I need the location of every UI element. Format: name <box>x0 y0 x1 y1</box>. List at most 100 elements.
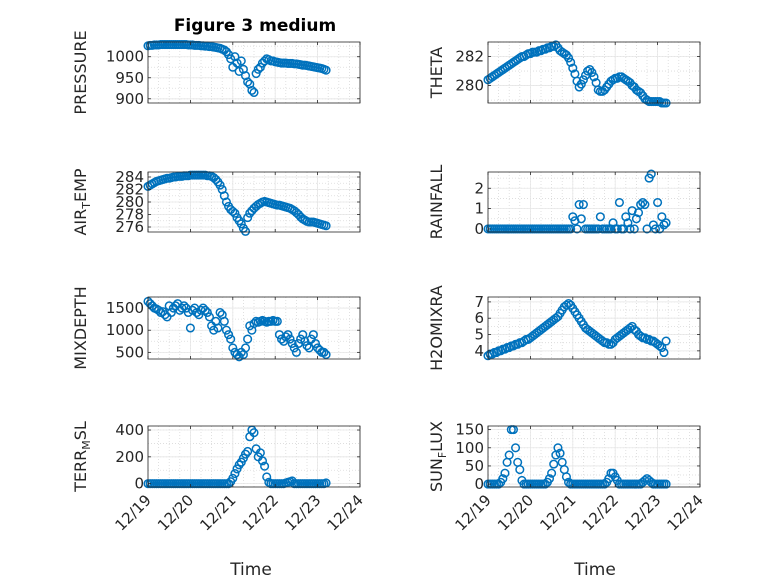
figure-title: Figure 3 medium <box>174 16 336 36</box>
data-point <box>255 448 265 458</box>
y-tick-label: 1000 <box>106 48 144 66</box>
y-tick-label: 0 <box>474 475 484 493</box>
y-axis-label: SUNFLUX <box>427 421 449 492</box>
data-point <box>595 212 605 222</box>
data-point <box>629 224 639 234</box>
data-point <box>230 208 240 218</box>
data-point <box>236 56 246 66</box>
data-point <box>566 224 576 234</box>
data-point <box>636 199 646 210</box>
data-point <box>321 350 331 360</box>
y-tick-label: 282 <box>115 181 144 199</box>
data-point <box>321 221 331 231</box>
data-point <box>583 66 593 76</box>
y-tick-label: 282 <box>455 48 484 66</box>
data-point <box>240 449 251 459</box>
axes-rainfall: 0 1 2 RAINFALL <box>427 165 701 239</box>
data-point <box>319 347 329 357</box>
axes-box <box>487 41 701 104</box>
data-point <box>587 67 597 78</box>
data-point <box>566 57 576 67</box>
data-point <box>561 472 571 482</box>
data-point <box>283 330 293 340</box>
data-point <box>621 212 631 222</box>
data-point <box>549 459 559 469</box>
y-tick-label: 200 <box>115 448 144 466</box>
data-point <box>272 316 282 326</box>
axes-box <box>487 296 701 360</box>
x-axis-label-left: Time <box>229 560 272 580</box>
y-tick-label: 0 <box>134 475 144 493</box>
data-point <box>642 95 652 105</box>
data-point <box>593 224 603 234</box>
data-point <box>578 199 588 210</box>
x-tick-label: 12/23 <box>281 491 324 534</box>
y-axis-label: H2OMIXRA <box>427 285 446 371</box>
data-point <box>232 58 242 68</box>
y-tick-label: 1 <box>474 200 484 218</box>
data-point <box>200 305 210 315</box>
y-tick-label: 5 <box>474 326 484 344</box>
data-point <box>544 474 555 484</box>
data-point <box>633 208 644 218</box>
data-point <box>623 218 633 228</box>
y-tick-label: 1000 <box>106 321 144 339</box>
y-tick-label: 500 <box>115 343 144 361</box>
axes-terr_msl: 0 200 400 12/19 12/20 12/21 12/22 12/23 12/24 TER… <box>71 421 367 534</box>
data-point <box>215 307 225 318</box>
data-point <box>302 341 312 351</box>
data-point <box>612 224 622 234</box>
y-tick-label: 900 <box>115 90 144 108</box>
x-tick-label: 12/22 <box>239 491 282 534</box>
data-point <box>568 63 578 73</box>
data-point <box>574 199 584 210</box>
data-point <box>304 343 314 353</box>
y-tick-label: 2 <box>474 179 484 197</box>
y-axis-label: MIXDEPTH <box>71 286 90 369</box>
y-tick-label: 950 <box>115 69 144 87</box>
data-point <box>555 448 565 458</box>
series-sun_flux <box>483 425 671 489</box>
data-point <box>653 197 663 208</box>
data-point <box>308 330 318 340</box>
data-point <box>593 85 603 95</box>
data-point <box>204 312 215 322</box>
y-axis-label: THETA <box>427 47 446 99</box>
data-point <box>657 343 667 353</box>
data-point <box>257 456 268 466</box>
data-point <box>661 336 671 346</box>
data-point <box>572 224 582 234</box>
data-point <box>642 224 652 234</box>
data-point <box>646 477 656 487</box>
data-point <box>640 199 650 210</box>
data-point <box>661 479 671 489</box>
series-terr_msl <box>143 425 331 489</box>
data-point <box>243 446 253 457</box>
axes-theta: 280 282 THETA <box>427 40 701 108</box>
data-point <box>215 180 225 190</box>
data-point <box>243 334 253 344</box>
y-tick-label: 278 <box>115 206 144 224</box>
data-point <box>228 343 238 353</box>
data-point <box>219 316 229 326</box>
x-tick-label: 12/19 <box>452 491 495 534</box>
data-point <box>243 77 253 87</box>
data-point <box>166 307 176 318</box>
y-axis-label: PRESSURE <box>71 30 90 114</box>
data-point <box>260 461 270 471</box>
data-point <box>228 473 238 483</box>
axes-box <box>487 171 701 233</box>
y-axis-label: AIRTEMP <box>71 168 93 235</box>
y-tick-label: 100 <box>455 439 484 457</box>
data-point <box>247 85 257 95</box>
y-tick-label: 7 <box>474 293 484 311</box>
data-point <box>236 219 246 229</box>
data-point <box>553 443 563 453</box>
data-point <box>657 212 667 222</box>
series-rainfall <box>483 169 671 234</box>
data-point <box>221 197 231 207</box>
data-point <box>243 213 253 223</box>
